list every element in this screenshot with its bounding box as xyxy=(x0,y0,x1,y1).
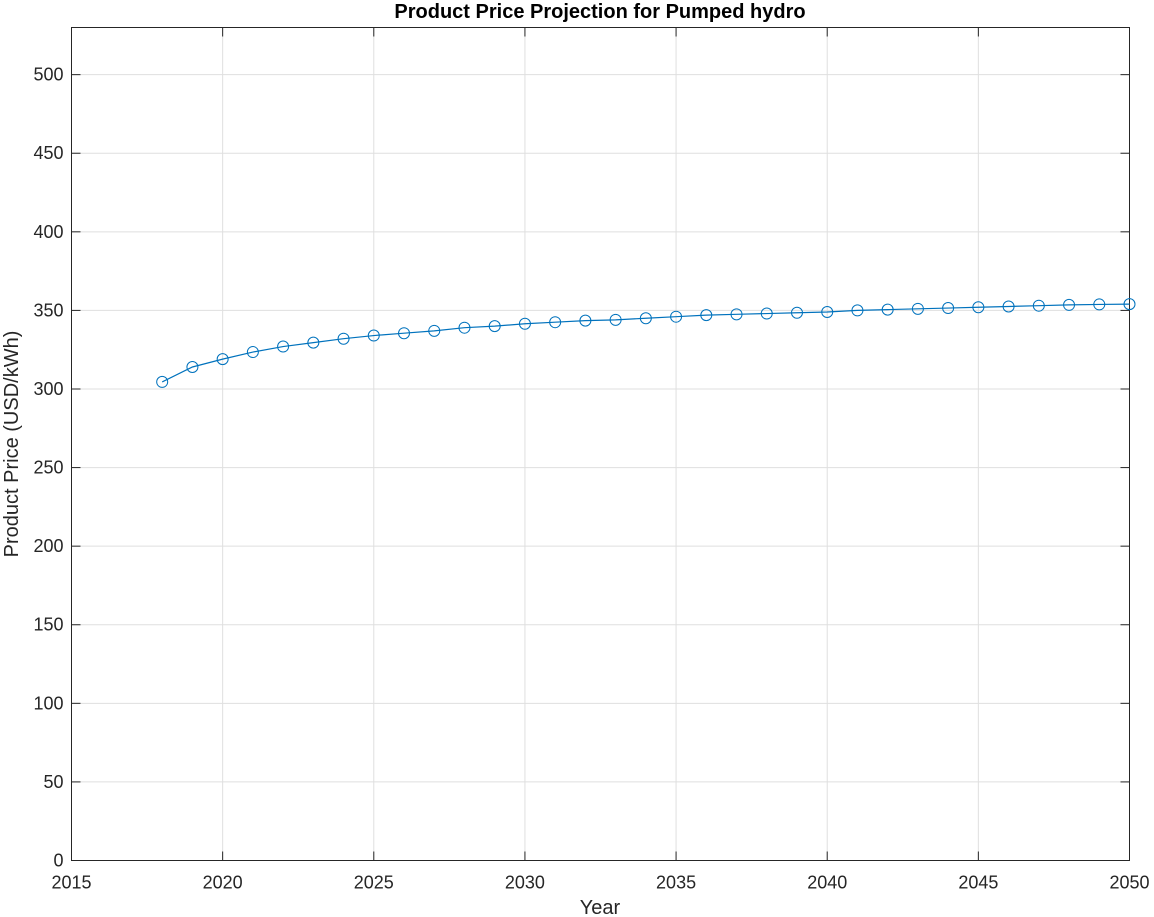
y-tick-label: 350 xyxy=(33,300,63,320)
chart-title: Product Price Projection for Pumped hydr… xyxy=(394,1,805,23)
data-point xyxy=(609,313,622,326)
data-point xyxy=(670,310,683,323)
x-tick-label: 2040 xyxy=(807,873,847,893)
x-tick-label: 2050 xyxy=(1109,873,1149,893)
data-point xyxy=(549,316,562,329)
plot-frame xyxy=(71,27,1130,861)
data-point xyxy=(579,314,592,327)
data-point xyxy=(851,304,864,317)
data-point xyxy=(458,321,471,334)
data-point xyxy=(790,306,803,319)
data-point xyxy=(518,317,531,330)
y-tick-label: 0 xyxy=(53,851,63,871)
data-point xyxy=(428,324,441,337)
series-line xyxy=(161,303,1130,383)
data-point xyxy=(398,327,411,340)
data-point xyxy=(1063,298,1076,311)
data-point xyxy=(760,307,773,320)
y-tick-label: 400 xyxy=(33,222,63,242)
y-axis-label: Product Price (USD/kWh) xyxy=(1,331,23,558)
data-point xyxy=(277,340,290,353)
data-point xyxy=(156,375,169,388)
data-point xyxy=(337,332,350,345)
data-point xyxy=(911,302,924,315)
data-point xyxy=(1032,299,1045,312)
data-point xyxy=(307,336,320,349)
data-point xyxy=(216,353,229,366)
y-tick-label: 300 xyxy=(33,379,63,399)
data-point xyxy=(1123,298,1136,311)
y-tick-label: 250 xyxy=(33,458,63,478)
data-point xyxy=(488,320,501,333)
x-tick-label: 2020 xyxy=(203,873,243,893)
data-point xyxy=(821,305,834,318)
ticks: 2015 2020 2025 2030 2035 2040 2045 2050 0 50 100 15… xyxy=(33,27,1150,893)
data-point xyxy=(881,303,894,316)
data-point xyxy=(246,346,259,359)
y-tick-label: 50 xyxy=(43,772,63,792)
y-tick-label: 150 xyxy=(33,615,63,635)
data-point xyxy=(367,329,380,342)
x-axis-label: Year xyxy=(580,897,621,917)
data-point xyxy=(1093,298,1106,311)
data-point xyxy=(700,309,713,322)
y-tick-label: 500 xyxy=(33,65,63,85)
data-point xyxy=(186,360,199,373)
x-tick-label: 2030 xyxy=(505,873,545,893)
x-tick-label: 2035 xyxy=(656,873,696,893)
x-tick-label: 2015 xyxy=(51,873,91,893)
data-point xyxy=(639,312,652,325)
y-tick-label: 200 xyxy=(33,536,63,556)
grid xyxy=(71,27,1130,861)
data-point xyxy=(730,308,743,321)
series xyxy=(156,298,1136,388)
data-point xyxy=(972,301,985,314)
x-tick-label: 2045 xyxy=(958,873,998,893)
y-tick-label: 450 xyxy=(33,143,63,163)
data-point xyxy=(942,302,955,315)
y-tick-label: 100 xyxy=(33,693,63,713)
x-tick-label: 2025 xyxy=(354,873,394,893)
data-point xyxy=(1002,300,1015,313)
